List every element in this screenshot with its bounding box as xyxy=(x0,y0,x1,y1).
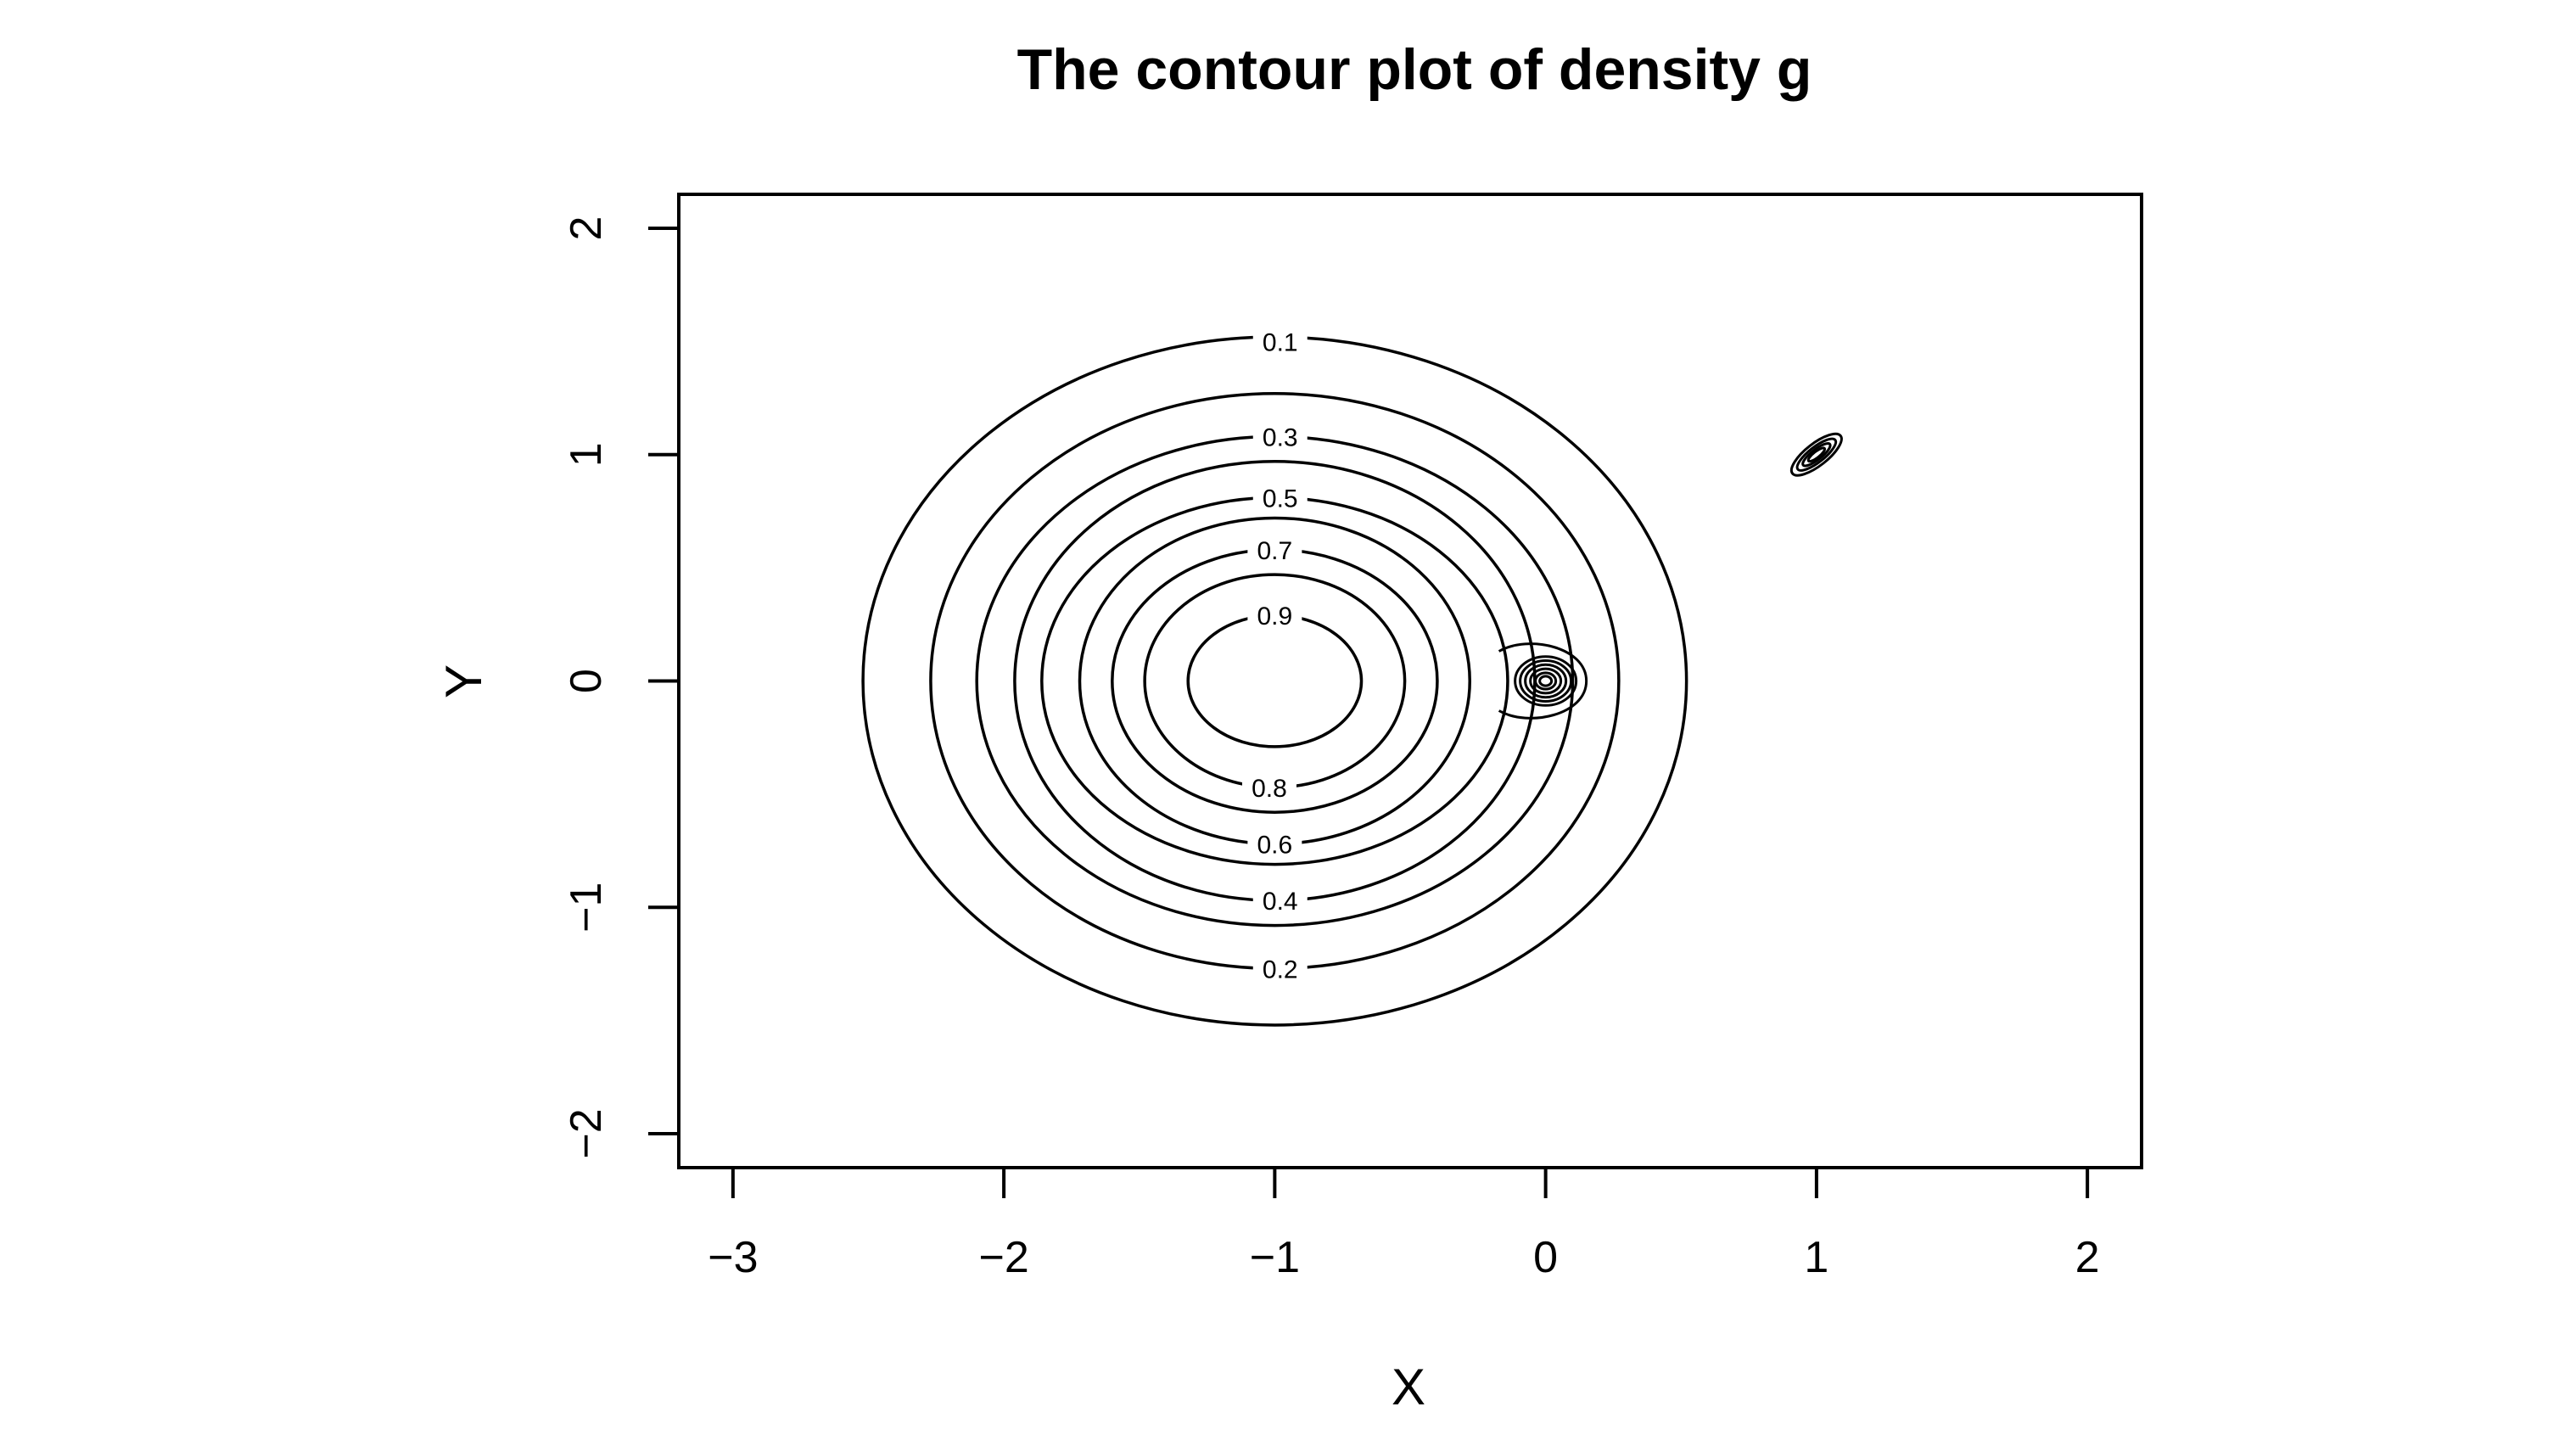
y-axis-title: Y xyxy=(435,664,492,698)
spike-contour xyxy=(1498,642,1588,720)
spike-contour xyxy=(1519,659,1573,703)
x-axis-title: X xyxy=(1392,1359,1425,1415)
y-tick-label: 0 xyxy=(562,669,611,693)
x-axis: −3 −2 −1 0 1 2 xyxy=(708,1166,2100,1282)
contour-label-background xyxy=(1247,600,1302,631)
contour-labels: 0.1 0.2 0.3 0.4 0.5 0.6 0.7 0.8 0.9 xyxy=(1241,326,1308,984)
contour-label: 0.6 xyxy=(1257,832,1293,860)
contour-label-background xyxy=(1241,771,1296,803)
contour-label: 0.3 xyxy=(1263,423,1298,451)
spike-contour xyxy=(1534,671,1558,691)
y-tick-label: 1 xyxy=(562,442,611,467)
contour-label-background xyxy=(1252,953,1308,984)
plot-frame xyxy=(677,193,2143,1169)
contour-label: 0.4 xyxy=(1263,888,1298,916)
contour-line xyxy=(1186,614,1364,748)
x-tick-label: 1 xyxy=(1804,1233,1828,1282)
x-tick-label: 2 xyxy=(2075,1233,2100,1282)
x-tick-label: −3 xyxy=(708,1233,758,1282)
contour-label-background xyxy=(1252,885,1308,916)
contour-label: 0.2 xyxy=(1263,955,1298,983)
chart-title: The contour plot of density g xyxy=(1017,37,1812,102)
y-tick-label: −2 xyxy=(562,1108,611,1158)
contour-label: 0.7 xyxy=(1257,537,1293,565)
contour-label: 0.9 xyxy=(1257,602,1293,630)
contour-label-background xyxy=(1247,828,1302,860)
x-tick-label: 0 xyxy=(1533,1233,1558,1282)
spike-contour xyxy=(1789,432,1843,477)
spike-contour xyxy=(1795,437,1838,472)
spike-contours xyxy=(1498,432,1843,720)
x-tick-label: −1 xyxy=(1250,1233,1300,1282)
spike-contour xyxy=(1806,446,1827,463)
contour-label-background xyxy=(1252,482,1308,513)
spike-contour xyxy=(1514,655,1578,707)
contour-label: 0.1 xyxy=(1263,328,1298,356)
y-tick-label: 2 xyxy=(562,216,611,241)
contour-label-background xyxy=(1247,534,1302,565)
spike-contour xyxy=(1538,675,1554,687)
contour-label-background xyxy=(1252,326,1308,357)
contour-label: 0.8 xyxy=(1252,775,1287,803)
y-axis: −2 −1 0 1 2 xyxy=(562,216,680,1159)
spike-contour xyxy=(1801,442,1832,468)
contour-label-background xyxy=(1252,421,1308,452)
spike-contour xyxy=(1524,663,1568,699)
x-tick-label: −2 xyxy=(978,1233,1028,1282)
contour-label: 0.5 xyxy=(1263,485,1298,513)
y-tick-label: −1 xyxy=(562,883,611,933)
spike-contour xyxy=(1529,667,1563,695)
